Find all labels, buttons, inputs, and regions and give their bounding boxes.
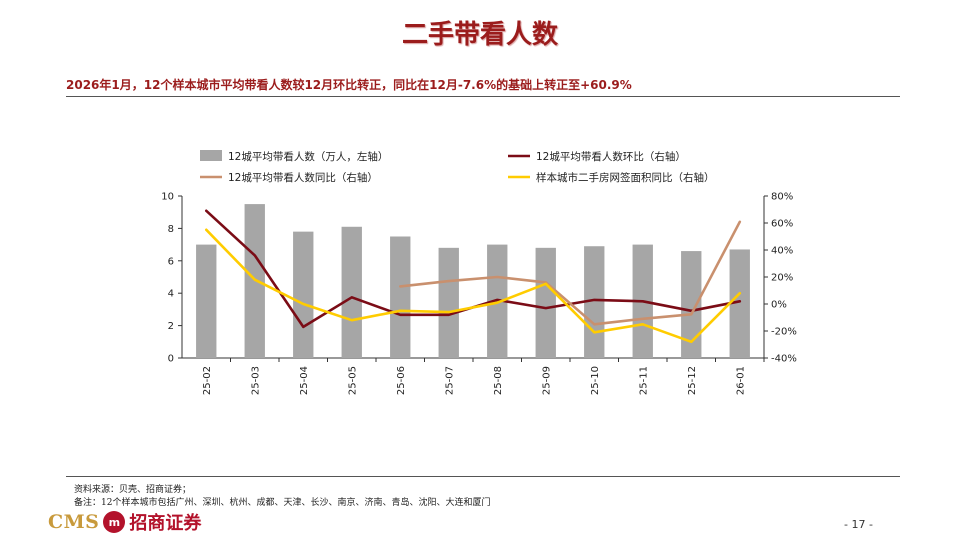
bar [438,247,459,358]
x-tick-label: 25-08 [493,366,504,395]
x-tick-label: 25-10 [590,366,601,395]
left-tick-label: 4 [168,289,174,300]
right-tick-label: -40% [771,354,797,365]
right-tick-label: 60% [771,219,793,230]
right-tick-label: 20% [771,273,793,284]
left-tick-label: 8 [168,224,174,235]
bar [341,226,362,358]
bar [681,251,702,358]
series-line [205,228,742,344]
x-tick-label: 25-05 [347,366,358,395]
note-line: 备注：12个样本城市包括广州、深圳、杭州、成都、天津、长沙、南京、济南、青岛、沈… [74,498,491,508]
source-line: 资料来源：贝壳、招商证券； [74,485,192,495]
right-tick-label: 0% [771,300,787,311]
bar [390,236,411,358]
bar [535,247,556,358]
left-tick-label: 2 [168,321,174,332]
company-logo: CMS m 招商证券 [48,510,201,534]
legend-swatch [200,150,222,161]
logo-cms-text: CMS [48,511,100,533]
x-tick-label: 25-02 [202,366,213,395]
legend-label: 12城平均带看人数环比（右轴） [536,150,686,163]
legend-label: 12城平均带看人数（万人，左轴） [228,150,388,163]
bar [729,249,750,358]
x-tick-label: 25-03 [250,366,261,395]
x-tick-label: 25-09 [541,366,552,395]
right-tick-label: 40% [771,246,793,257]
logo-emblem-icon: m [103,511,126,533]
logo-company-name: 招商证券 [129,513,202,534]
x-tick-label: 25-04 [299,366,310,395]
bottom-divider [66,476,900,477]
bar [584,246,605,358]
left-tick-label: 6 [168,256,174,267]
bar [196,244,217,358]
x-tick-label: 26-01 [735,366,746,395]
source-notes: 资料来源：贝壳、招商证券； 备注：12个样本城市包括广州、深圳、杭州、成都、天津… [74,484,490,510]
left-tick-label: 0 [168,354,174,365]
page-number: - 17 - [844,518,873,531]
right-tick-label: -20% [771,327,797,338]
bar [293,231,314,358]
page-subtitle: 2026年1月，12个样本城市平均带看人数较12月环比转正，同比在12月-7.6… [66,78,632,92]
right-tick-label: 80% [771,192,793,203]
series-line [399,220,742,326]
x-tick-label: 25-11 [638,366,649,395]
bar [487,244,508,358]
x-tick-label: 25-06 [396,366,407,395]
x-tick-label: 25-12 [687,366,698,395]
page-title: 二手带看人数 [401,20,558,50]
left-tick-label: 10 [161,192,174,203]
chart: 0 2 4 6 8 10 -40% -20% 0% 20% 40% 60% 80% 25-02 25-03 2… [161,150,797,395]
legend-label: 12城平均带看人数同比（右轴） [228,171,378,184]
x-tick-label: 25-07 [444,366,455,395]
top-divider [66,96,900,97]
series-line [205,209,742,329]
legend-label: 样本城市二手房网签面积同比（右轴） [536,171,715,184]
